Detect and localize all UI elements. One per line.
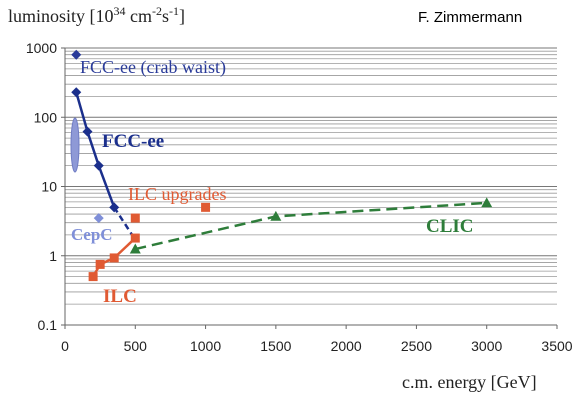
cepc-label: CepC	[71, 225, 113, 244]
y-axis-title: luminosity [1034 cm-2s-1]	[8, 4, 185, 26]
fcc-label: FCC-ee	[102, 131, 164, 152]
y-axis-title-close: ]	[179, 6, 185, 26]
clic-point	[270, 210, 282, 221]
y-axis-title-main: luminosity [10	[8, 6, 114, 26]
fcc-ee-point	[109, 202, 120, 213]
fcc-ee-crab-waist-point	[71, 49, 82, 60]
x-tick-label: 0	[61, 338, 69, 354]
clic-label: CLIC	[426, 216, 474, 237]
series-layer	[71, 49, 493, 282]
cepc-ellipse-marker	[70, 117, 80, 173]
y-tick-label: 100	[34, 109, 58, 125]
y-axis-title-exp: 34	[114, 4, 126, 18]
ilc-point	[130, 233, 140, 243]
x-tick-label: 2000	[331, 338, 362, 354]
x-tick-label: 500	[124, 338, 148, 354]
x-tick-label: 1000	[190, 338, 221, 354]
y-tick-label: 1	[49, 248, 57, 264]
fcc-ee-point	[71, 87, 82, 98]
y-axis-title-unit-a: cm	[126, 6, 153, 26]
ilc-point	[88, 272, 98, 282]
y-tick-label: 1000	[26, 40, 57, 56]
x-tick-label: 3500	[541, 338, 572, 354]
ilc-point	[95, 259, 105, 269]
fcc-ee-line	[75, 91, 116, 208]
ilc-label: ILC	[103, 286, 137, 307]
fcc-crab-label: FCC-ee (crab waist)	[80, 57, 226, 78]
x-tick-label: 3000	[471, 338, 502, 354]
y-axis-title-unit-exp-b: -1	[169, 4, 179, 18]
y-tick-label: 10	[41, 179, 57, 195]
fcc-ee-point	[82, 126, 93, 137]
ilc-upgrade-point	[130, 213, 140, 223]
ilc-line	[92, 237, 137, 278]
x-tick-label: 2500	[401, 338, 432, 354]
fcc-ee-point	[93, 160, 104, 171]
clic-point	[129, 243, 141, 254]
axes-layer: 0.1 1 10 100 1000 0 500 1000 1500 2000 2500 3000 350…	[26, 40, 573, 354]
ilc-upgrade-point	[201, 202, 211, 212]
x-axis-title: c.m. energy [GeV]	[402, 372, 537, 392]
ilc-upgrades-label: ILC upgrades	[128, 184, 226, 204]
x-tick-label: 1500	[260, 338, 291, 354]
cepc-point	[93, 213, 104, 224]
y-tick-label: 0.1	[38, 317, 58, 333]
clic-point	[481, 197, 493, 208]
y-axis-title-unit-exp-a: -2	[152, 4, 162, 18]
author-credit: F. Zimmermann	[418, 9, 522, 26]
y-axis-title-unit-b: s	[162, 6, 169, 26]
ilc-point	[109, 253, 119, 263]
